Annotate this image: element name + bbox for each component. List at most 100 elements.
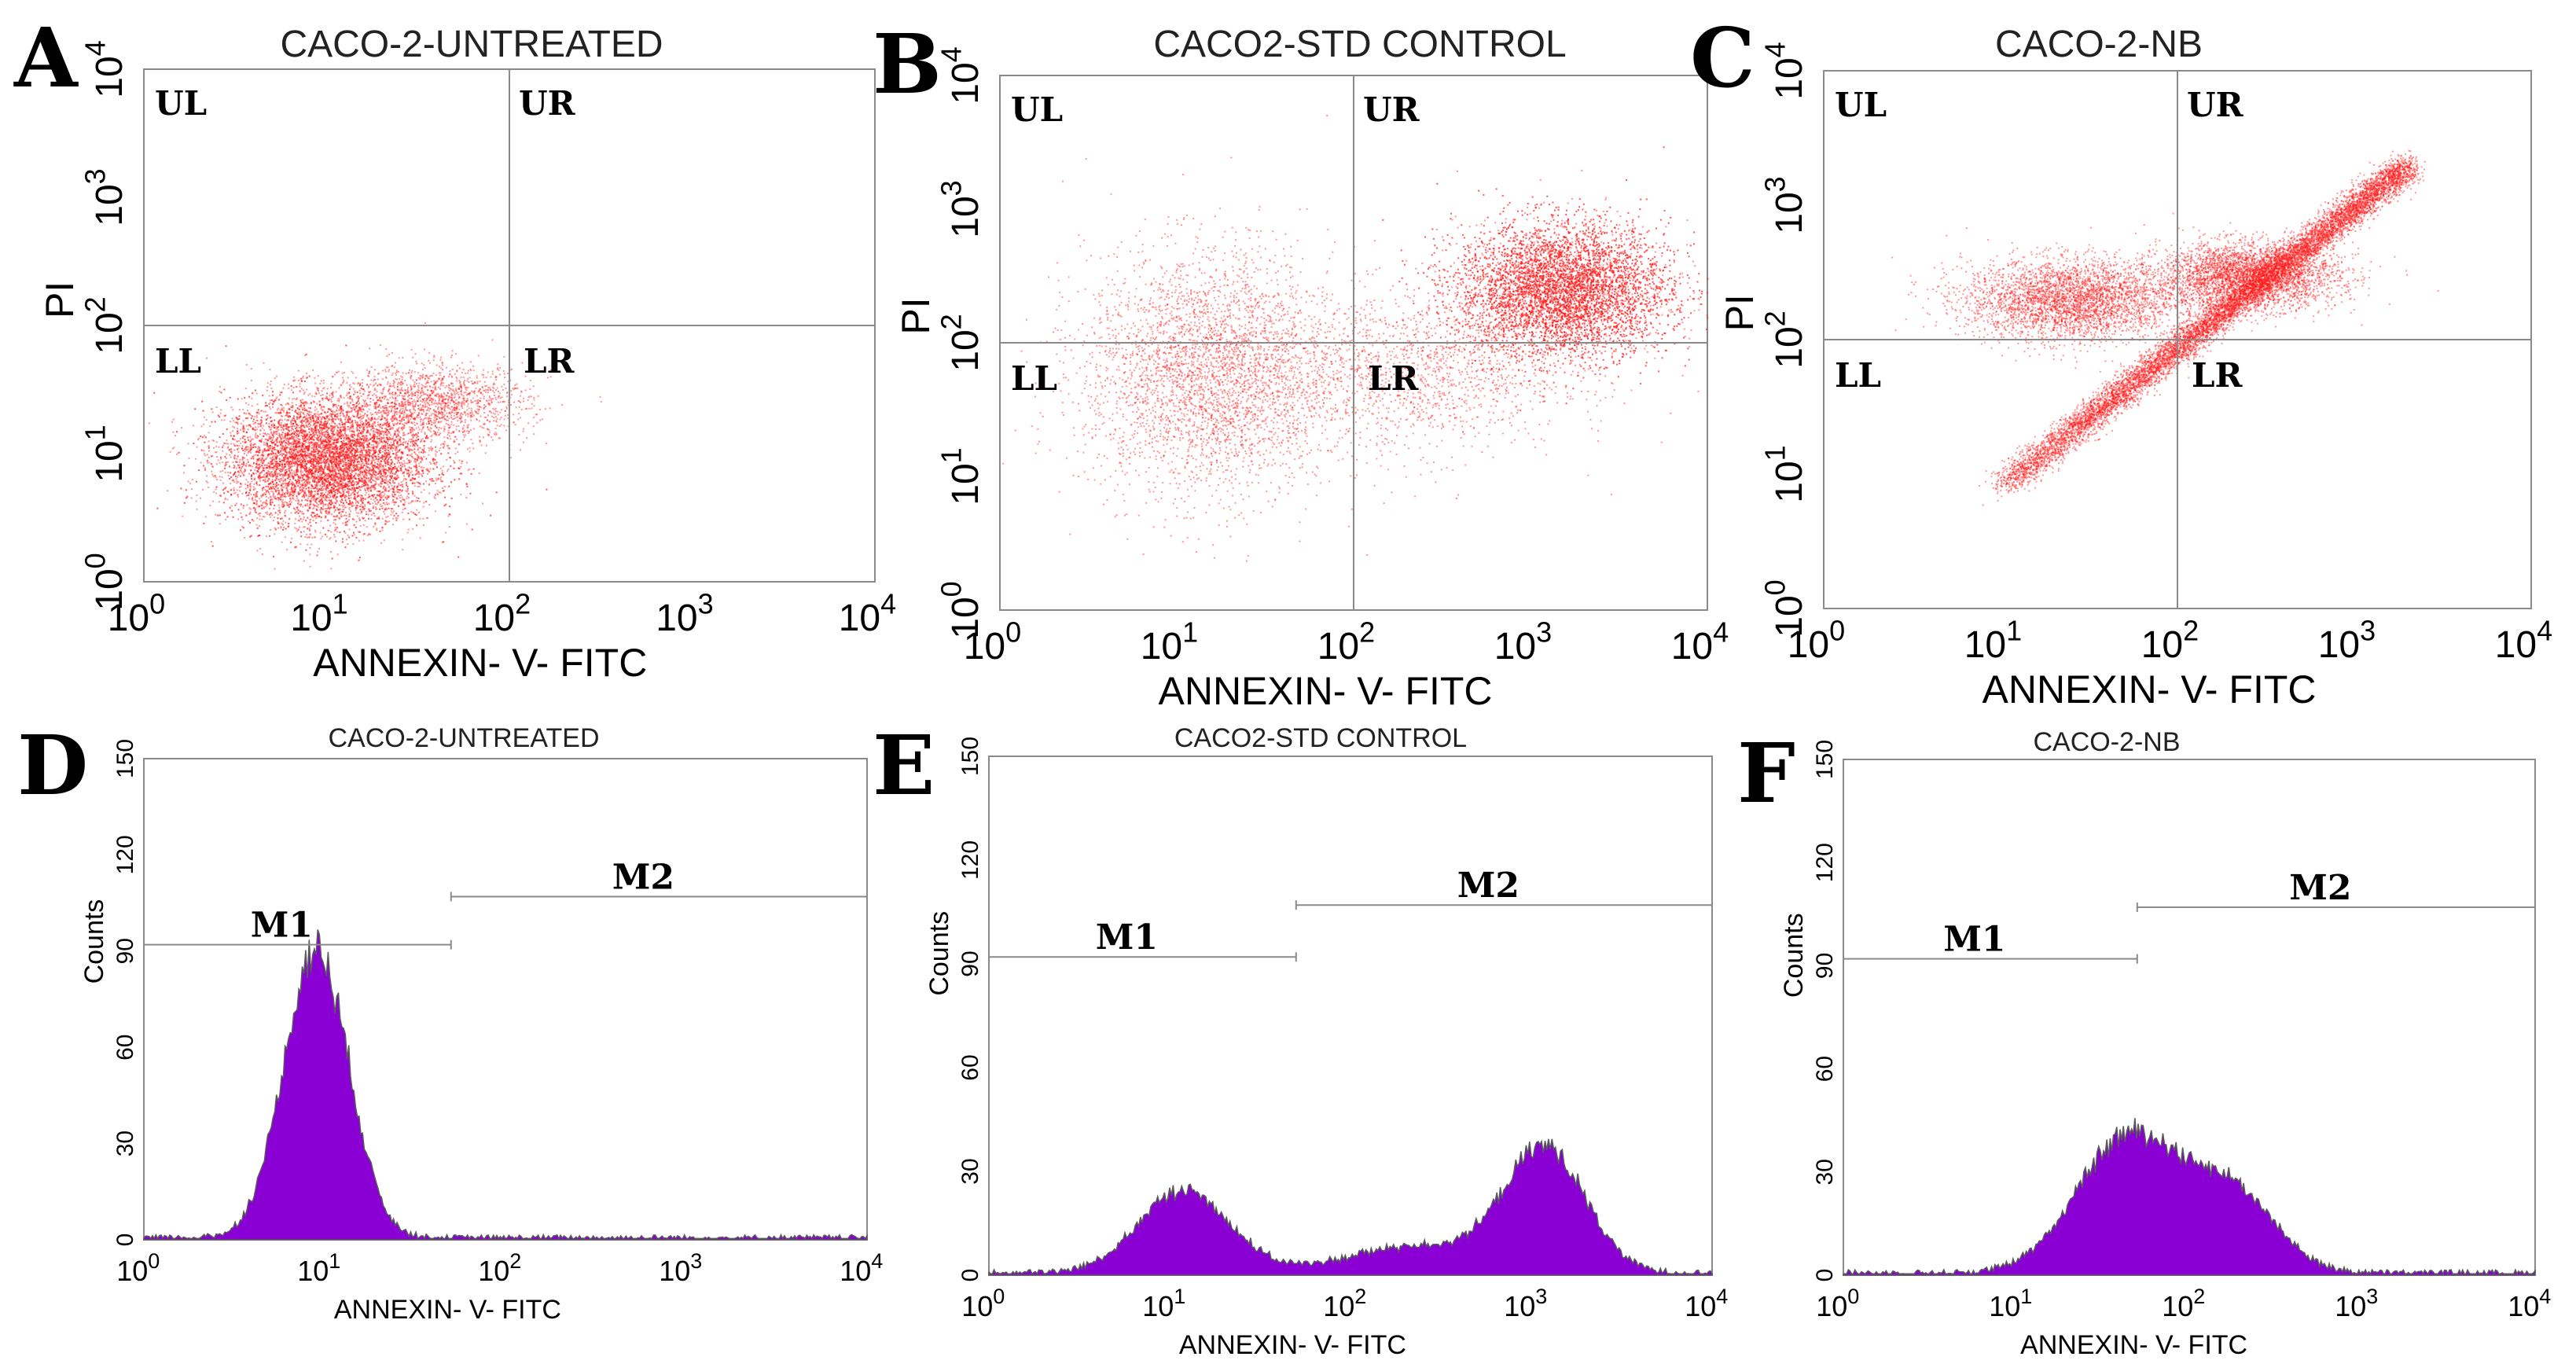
data-point [237, 418, 239, 421]
data-point [257, 451, 259, 454]
data-point [237, 447, 240, 450]
data-point [288, 467, 290, 469]
data-point [324, 445, 326, 447]
data-point [354, 496, 356, 498]
data-point [336, 458, 338, 459]
data-point [250, 451, 252, 454]
data-point [315, 502, 318, 504]
data-point [288, 461, 290, 463]
data-point [301, 444, 303, 447]
data-point [327, 439, 329, 441]
data-point [397, 438, 399, 440]
data-point [322, 491, 324, 494]
data-point [336, 450, 339, 452]
data-point [283, 410, 285, 412]
data-point [245, 425, 248, 427]
data-point [306, 448, 308, 450]
data-point [359, 447, 362, 450]
data-point [373, 480, 376, 482]
data-point [338, 423, 340, 425]
data-point [328, 446, 330, 448]
data-point [257, 506, 259, 508]
data-point [273, 432, 275, 434]
data-point [363, 465, 366, 467]
data-point [350, 489, 352, 491]
data-point [288, 473, 291, 476]
data-point [350, 461, 352, 463]
data-point [377, 465, 380, 467]
data-point [329, 538, 331, 540]
data-point [347, 450, 350, 452]
data-point [404, 447, 406, 450]
data-point [279, 498, 281, 501]
data-point [295, 450, 297, 453]
data-point [294, 454, 296, 457]
data-point [337, 437, 340, 439]
data-point [340, 458, 341, 461]
data-point [316, 432, 318, 433]
data-point [358, 531, 359, 533]
data-point [375, 418, 377, 421]
data-point [280, 426, 282, 428]
data-point [327, 477, 329, 480]
data-point [305, 533, 307, 535]
data-point [378, 416, 380, 418]
data-point [303, 404, 306, 406]
data-point [316, 453, 318, 454]
data-point [313, 506, 315, 509]
data-point [340, 450, 342, 453]
data-point [428, 492, 431, 494]
data-point [312, 480, 314, 483]
data-point [359, 506, 362, 508]
data-point [219, 391, 221, 393]
data-point [319, 485, 322, 487]
data-point [281, 426, 284, 428]
data-point [389, 447, 391, 449]
data-point [274, 533, 276, 535]
data-point [296, 471, 298, 473]
data-point [222, 461, 224, 464]
data-point [347, 457, 350, 459]
data-point [255, 426, 256, 428]
data-point [291, 473, 293, 476]
data-point [383, 446, 384, 448]
data-point [380, 542, 383, 544]
data-point [325, 454, 327, 457]
data-point [311, 447, 314, 450]
data-point [282, 449, 285, 451]
data-point [381, 478, 384, 480]
data-point [263, 425, 265, 427]
data-point [256, 550, 259, 552]
scatter-points [148, 322, 602, 570]
data-point [263, 516, 266, 518]
data-point [333, 456, 335, 458]
data-point [284, 512, 285, 514]
data-point [255, 482, 258, 484]
data-point [347, 462, 349, 465]
data-point [413, 485, 416, 487]
data-point [293, 397, 296, 399]
data-point [343, 381, 344, 383]
data-point [326, 426, 329, 428]
data-point [338, 463, 340, 465]
data-point [251, 438, 253, 440]
data-point [336, 473, 338, 476]
data-point [438, 434, 440, 436]
data-point [215, 406, 218, 408]
data-point [384, 440, 386, 443]
data-point [293, 436, 296, 438]
data-point [408, 467, 410, 469]
data-point [347, 437, 350, 439]
data-point [302, 443, 303, 446]
data-point [226, 461, 229, 463]
data-point [226, 447, 229, 449]
data-point [328, 469, 330, 471]
data-point [371, 447, 373, 449]
data-point [294, 463, 296, 465]
data-point [340, 494, 342, 497]
data-point [363, 390, 366, 392]
data-point [313, 468, 315, 470]
data-point [345, 465, 347, 467]
data-point [340, 420, 341, 422]
data-point [293, 470, 296, 472]
